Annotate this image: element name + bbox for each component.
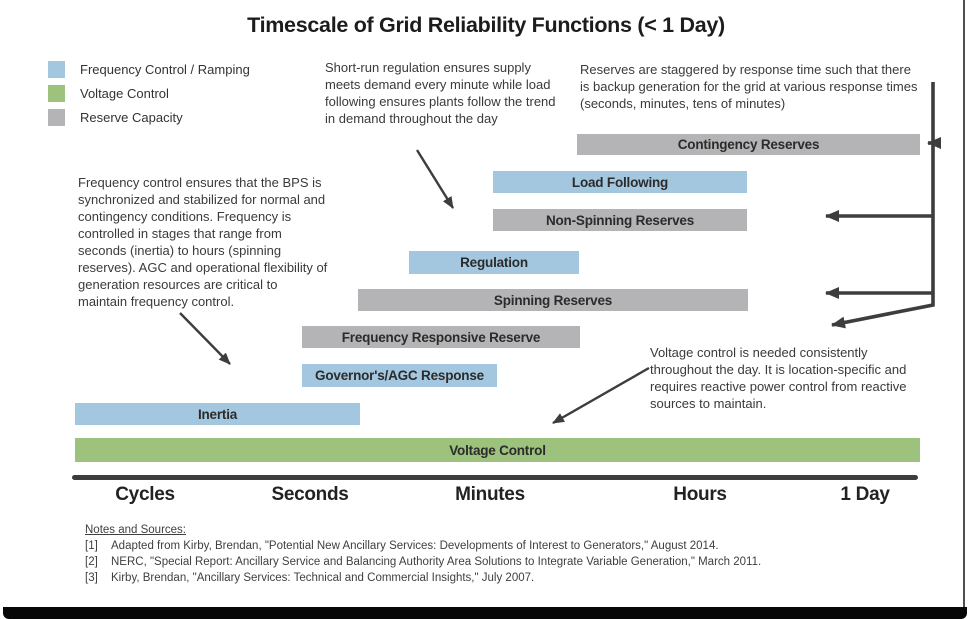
note-number: [2] (85, 556, 98, 568)
bar-non-spinning-reserves: Non-Spinning Reserves (493, 209, 747, 231)
bar-label: Inertia (197, 406, 238, 422)
legend-swatch (48, 85, 65, 102)
annotation-voltage-control: Voltage control is needed consistently t… (650, 345, 907, 411)
axis-tick-cycles: Cycles (115, 484, 175, 505)
arrow-shortrun-to-regulation (415, 149, 455, 209)
legend-label: Reserve Capacity (80, 110, 183, 125)
note-item: [1] Adapted from Kirby, Brendan, "Potent… (85, 540, 761, 553)
axis-tick-1-day: 1 Day (840, 484, 890, 505)
legend-swatch (48, 109, 65, 126)
bar-label: Regulation (460, 255, 528, 270)
bar-label: Voltage Control (449, 442, 546, 458)
arrow-frequency-to-inertia (179, 312, 231, 365)
annotation-staggered-reserves: Reserves are staggered by response time … (580, 62, 918, 111)
axis-tick-minutes: Minutes (455, 484, 525, 505)
bar-load-following: Load Following (493, 171, 747, 193)
note-text: NERC, "Special Report: Ancillary Service… (111, 556, 762, 568)
note-number: [3] (85, 572, 98, 584)
bar-frequency-responsive-reserve: Frequency Responsive Reserve (302, 326, 580, 348)
bar-governor-s-agc-response: Governor's/AGC Response (302, 364, 497, 387)
annotation-frequency-control: Frequency control ensures that the BPS i… (78, 175, 328, 309)
legend-swatch (48, 61, 65, 78)
arrow-voltage-to-bar (552, 366, 650, 425)
bar-label: Load Following (571, 174, 669, 190)
note-text: Adapted from Kirby, Brendan, "Potential … (111, 540, 719, 552)
note-number: [1] (85, 540, 98, 552)
bar-label: Frequency Responsive Reserve (341, 329, 541, 345)
axis-tick-hours: Hours (673, 484, 727, 505)
note-item: [2] NERC, "Special Report: Ancillary Ser… (85, 556, 761, 569)
notes-list: [1] Adapted from Kirby, Brendan, "Potent… (85, 540, 761, 585)
frame-right-border (963, 0, 965, 610)
figure-title: Timescale of Grid Reliability Functions … (247, 13, 725, 37)
annotation-short-run-regulation: Short-run regulation ensures supply meet… (325, 60, 556, 126)
legend: Frequency Control / Ramping Voltage Cont… (48, 61, 250, 133)
note-text: Kirby, Brendan, "Ancillary Services: Tec… (111, 572, 535, 584)
bar-label: Non-Spinning Reserves (545, 212, 695, 228)
notes-heading: Notes and Sources: (85, 524, 187, 536)
notes-and-sources: Notes and Sources: [1] Adapted from Kirb… (85, 524, 761, 588)
bar-regulation: Regulation (409, 251, 579, 274)
bar-label: Contingency Reserves (677, 137, 820, 152)
bar-inertia: Inertia (75, 403, 360, 425)
bar-label: Governor's/AGC Response (315, 368, 484, 383)
legend-label: Frequency Control / Ramping (80, 62, 250, 77)
axis-tick-seconds: Seconds (271, 484, 349, 505)
legend-item-reserve-capacity: Reserve Capacity (48, 109, 250, 126)
bar-spinning-reserves: Spinning Reserves (358, 289, 748, 311)
reserve-bracket-line (831, 82, 935, 329)
legend-item-voltage-control: Voltage Control (48, 85, 250, 102)
frame-bottom-black-bar (3, 607, 967, 619)
bar-voltage-control: Voltage Control (75, 438, 920, 462)
legend-item-frequency-control-ramping: Frequency Control / Ramping (48, 61, 250, 78)
legend-label: Voltage Control (80, 86, 169, 101)
bar-contingency-reserves: Contingency Reserves (577, 134, 920, 155)
note-item: [3] Kirby, Brendan, "Ancillary Services:… (85, 572, 761, 585)
bar-label: Spinning Reserves (493, 292, 613, 308)
time-axis-line (72, 475, 918, 480)
